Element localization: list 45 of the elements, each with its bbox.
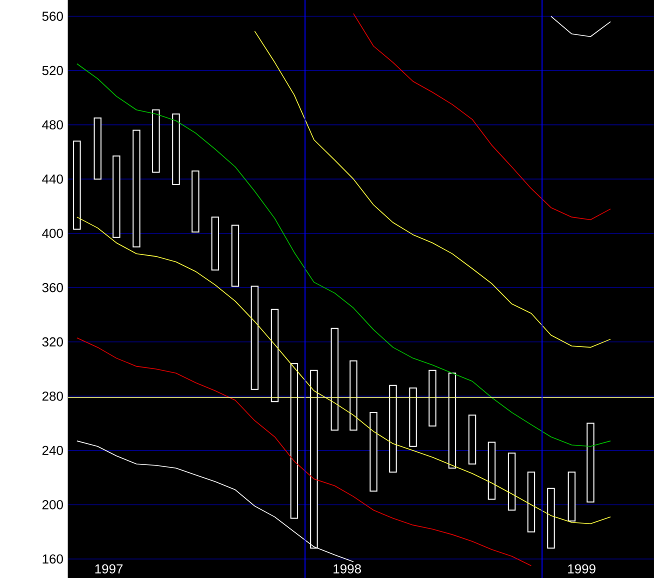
y-tick-label: 360: [42, 283, 63, 292]
bar: [290, 363, 298, 519]
bar: [428, 370, 436, 427]
bar: [527, 472, 536, 532]
line-series: [254, 30, 611, 348]
y-tick-label: 520: [42, 66, 63, 76]
bar: [389, 384, 397, 473]
x-tick-label: 1998: [334, 564, 361, 574]
bar: [468, 414, 476, 465]
bar: [350, 360, 358, 431]
y-tick-label: 160: [42, 554, 63, 564]
bar: [112, 156, 120, 238]
bar: [132, 130, 140, 248]
bar: [94, 118, 102, 180]
bar: [508, 452, 516, 511]
y-tick-label: 320: [42, 337, 63, 346]
bar: [568, 472, 576, 522]
y-tick-label: 560: [42, 12, 63, 21]
x-tick-label: 1997: [95, 564, 123, 574]
y-tick-label: 440: [42, 174, 63, 184]
bar: [547, 488, 555, 549]
line-series: [353, 13, 611, 220]
bar: [250, 286, 259, 390]
bar: [409, 388, 417, 447]
bar: [330, 328, 339, 431]
bar: [448, 372, 456, 469]
bar: [73, 140, 81, 230]
x-tick-label: 1999: [568, 564, 596, 574]
y-tick-label: 480: [42, 120, 63, 130]
bar: [270, 308, 279, 402]
bar: [192, 170, 200, 232]
y-tick-label: 280: [42, 392, 63, 401]
y-tick-label: 200: [42, 500, 63, 510]
line-series: [550, 16, 611, 38]
bar: [370, 412, 378, 492]
line-series: [76, 63, 611, 447]
bar: [152, 109, 160, 173]
bar: [211, 216, 220, 270]
bar: [488, 442, 496, 500]
bar: [586, 422, 594, 503]
bar: [172, 113, 180, 186]
y-tick-label: 400: [42, 228, 63, 238]
bar: [231, 224, 240, 287]
y-tick-label: 240: [42, 446, 63, 456]
line-series: [76, 216, 611, 524]
